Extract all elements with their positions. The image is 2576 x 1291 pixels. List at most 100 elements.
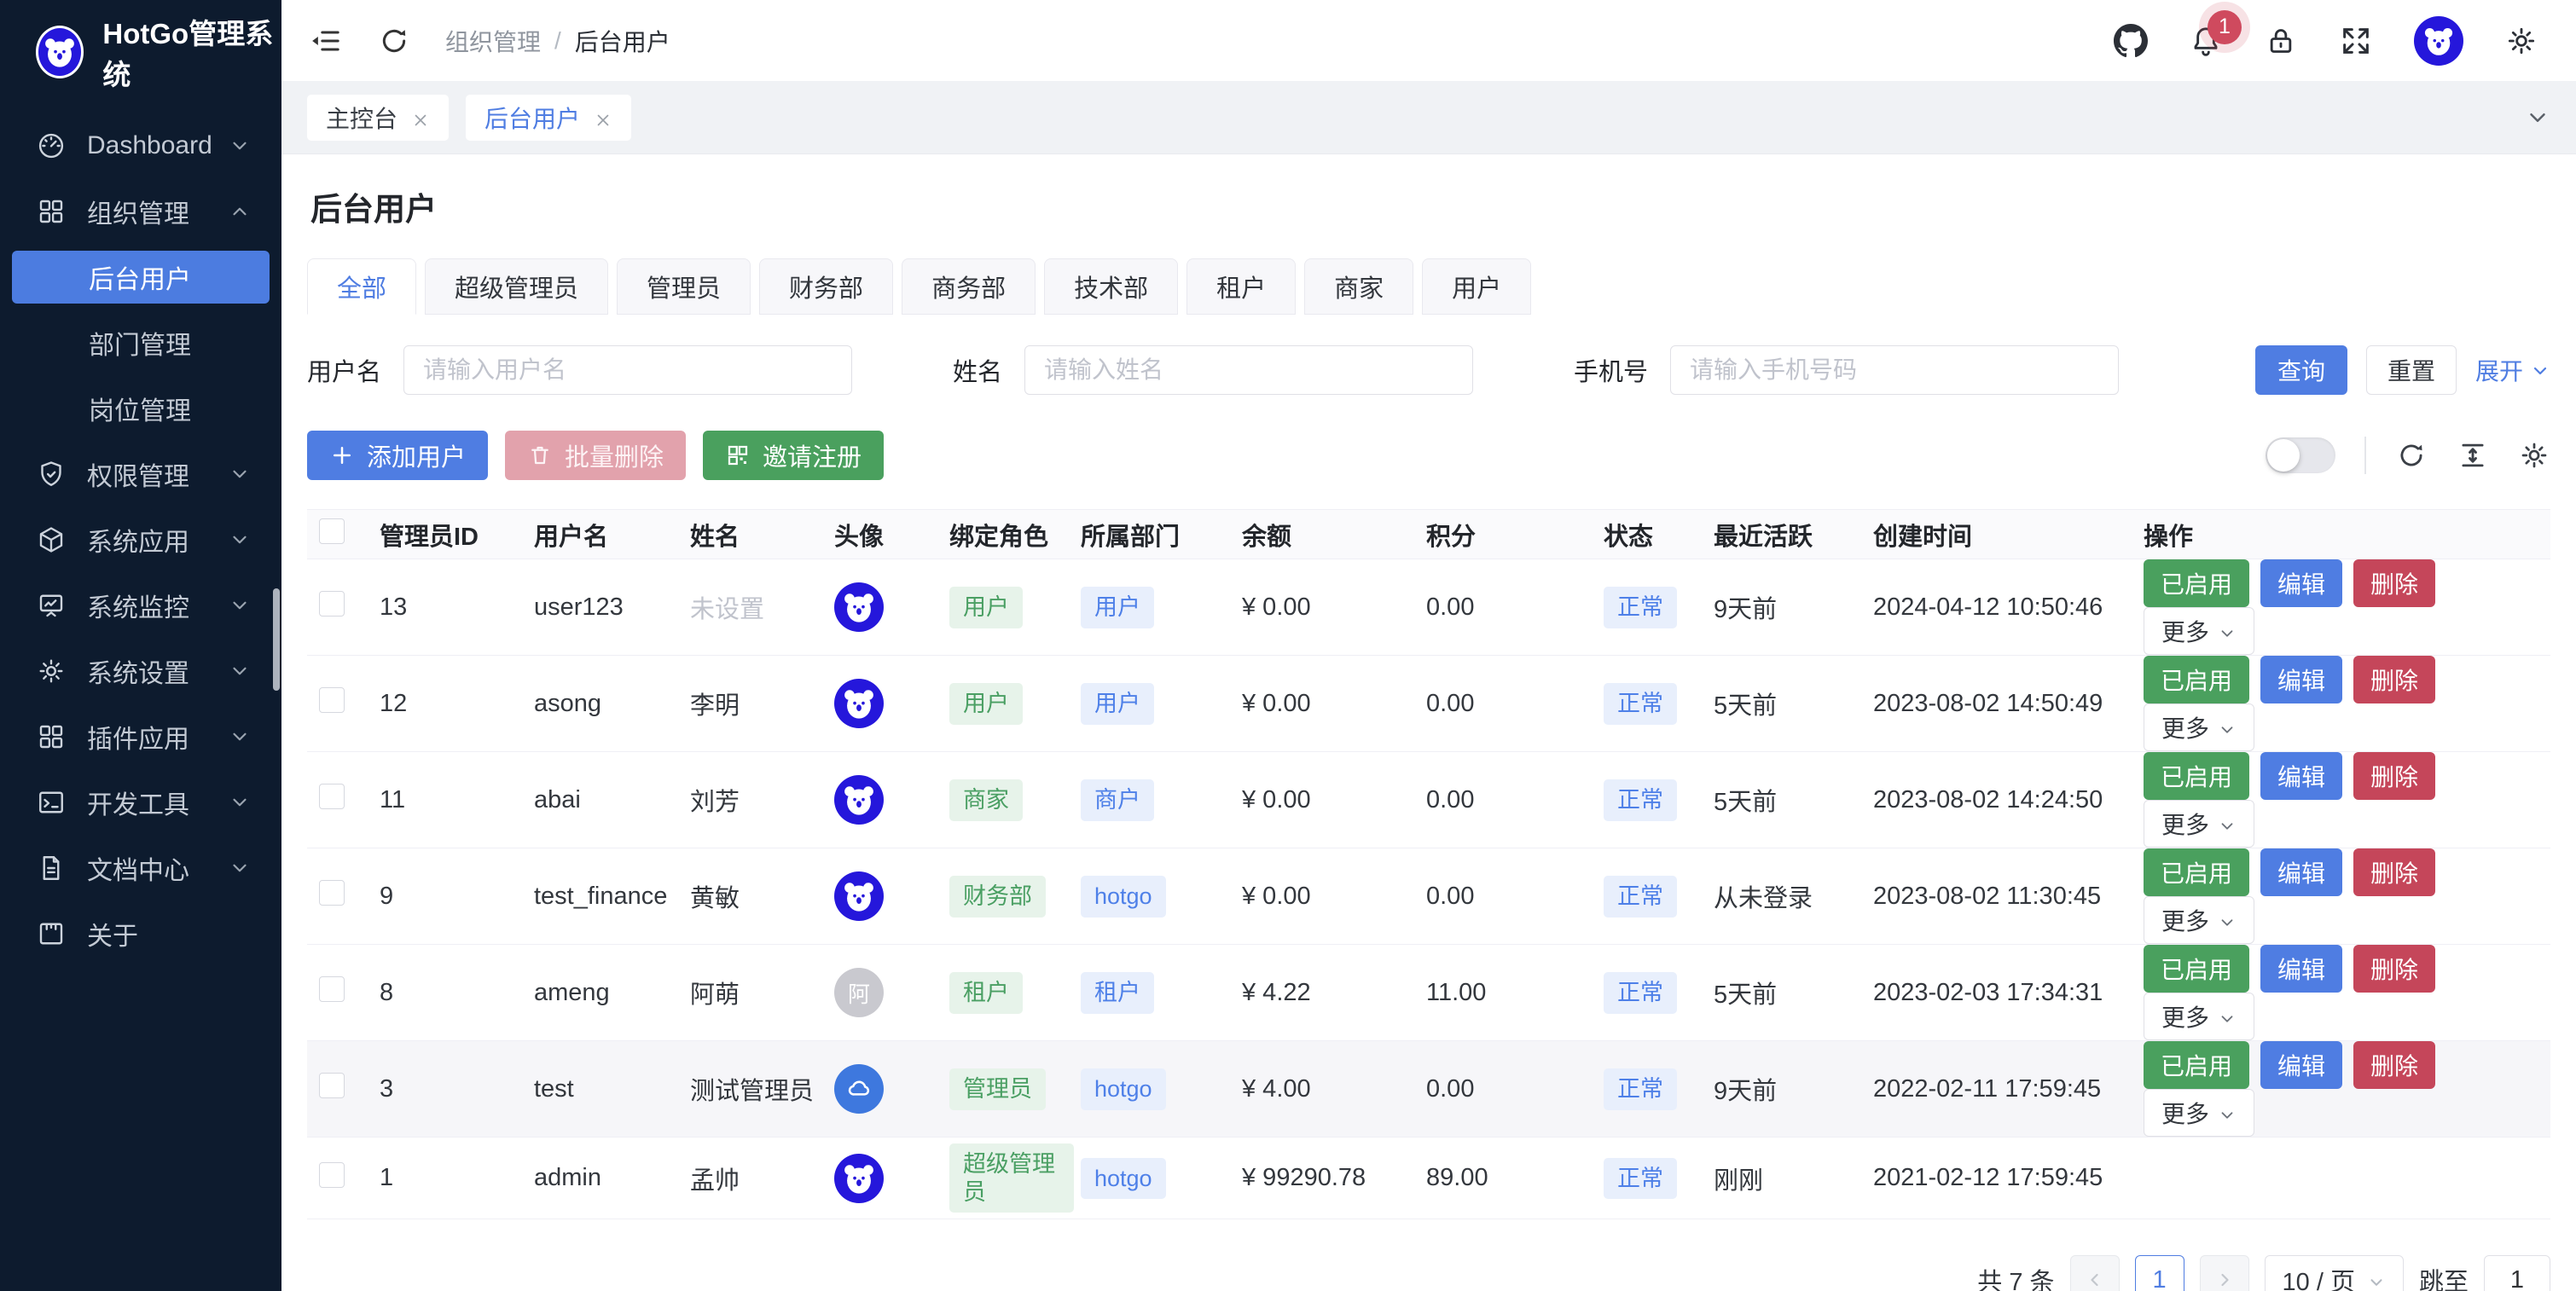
next-page-button[interactable] bbox=[2199, 1255, 2249, 1291]
sidebar-item-系统设置[interactable]: 系统设置 bbox=[12, 645, 270, 698]
cell-username: ameng bbox=[534, 944, 690, 1042]
cell-last-active: 5天前 bbox=[1714, 655, 1873, 753]
sidebar-item-系统应用[interactable]: 系统应用 bbox=[12, 513, 270, 566]
sidebar-subitem-部门管理[interactable]: 部门管理 bbox=[12, 316, 270, 369]
cell-balance: ¥ 0.00 bbox=[1242, 751, 1426, 849]
prev-page-button[interactable] bbox=[2069, 1255, 2120, 1291]
collapse-sidebar-icon[interactable] bbox=[309, 24, 343, 58]
row-checkbox[interactable] bbox=[319, 880, 345, 906]
table-row: 11 abai 刘芳 商家 商户 ¥ 0.00 0.00 正常 5天前 2023-08-02 14… bbox=[307, 751, 2550, 849]
filter-tab-技术部[interactable]: 技术部 bbox=[1044, 258, 1179, 316]
enabled-status-button[interactable]: 已启用 bbox=[2144, 752, 2250, 801]
delete-button[interactable]: 删除 bbox=[2353, 752, 2436, 801]
row-checkbox[interactable] bbox=[319, 591, 345, 617]
filter-tab-全部[interactable]: 全部 bbox=[307, 258, 417, 316]
nav-tab-主控台[interactable]: 主控台 bbox=[307, 94, 450, 141]
jump-label: 跳至 bbox=[2418, 1269, 2469, 1291]
row-density-icon[interactable] bbox=[2457, 439, 2489, 472]
edit-button[interactable]: 编辑 bbox=[2260, 752, 2343, 801]
page-size-select[interactable]: 10 / 页 bbox=[2264, 1255, 2404, 1291]
sidebar-scrollbar[interactable] bbox=[273, 588, 280, 691]
breadcrumb-parent[interactable]: 组织管理 bbox=[445, 28, 542, 55]
filter-tab-超级管理员[interactable]: 超级管理员 bbox=[425, 258, 609, 316]
sidebar-item-开发工具[interactable]: 开发工具 bbox=[12, 776, 270, 829]
delete-button[interactable]: 删除 bbox=[2353, 1041, 2436, 1090]
cell-points: 0.00 bbox=[1426, 1040, 1604, 1138]
search-input-用户名[interactable] bbox=[403, 345, 853, 396]
expand-link[interactable]: 展开 bbox=[2475, 353, 2550, 387]
page-number-button[interactable]: 1 bbox=[2134, 1255, 2184, 1291]
reload-table-icon[interactable] bbox=[2395, 439, 2428, 472]
sidebar-item-系统监控[interactable]: 系统监控 bbox=[12, 579, 270, 632]
row-checkbox[interactable] bbox=[319, 687, 345, 714]
more-button[interactable]: 更多 bbox=[2144, 607, 2255, 656]
enabled-status-button[interactable]: 已启用 bbox=[2144, 945, 2250, 993]
filter-tab-财务部[interactable]: 财务部 bbox=[759, 258, 894, 316]
refresh-page-icon[interactable] bbox=[377, 24, 411, 58]
edit-button[interactable]: 编辑 bbox=[2260, 848, 2343, 897]
github-icon[interactable] bbox=[2114, 23, 2148, 58]
enabled-status-button[interactable]: 已启用 bbox=[2144, 1041, 2250, 1090]
delete-button[interactable]: 删除 bbox=[2353, 656, 2436, 704]
reset-button[interactable]: 重置 bbox=[2365, 345, 2457, 396]
sidebar-item-插件应用[interactable]: 插件应用 bbox=[12, 710, 270, 763]
enabled-status-button[interactable]: 已启用 bbox=[2144, 656, 2250, 704]
search-input-手机号[interactable] bbox=[1670, 345, 2120, 396]
edit-button[interactable]: 编辑 bbox=[2260, 1041, 2343, 1090]
filter-tab-商家[interactable]: 商家 bbox=[1304, 258, 1414, 316]
delete-button[interactable]: 删除 bbox=[2353, 559, 2436, 608]
fullscreen-icon[interactable] bbox=[2339, 24, 2373, 58]
more-button[interactable]: 更多 bbox=[2144, 896, 2255, 945]
column-settings-gear-icon[interactable] bbox=[2518, 439, 2550, 472]
nav-tab-后台用户[interactable]: 后台用户 bbox=[466, 94, 632, 141]
table-row: 1 admin 孟帅 超级管理员 hotgo ¥ 99290.78 89.00 正常 刚刚 202… bbox=[307, 1137, 2550, 1220]
edit-button[interactable]: 编辑 bbox=[2260, 559, 2343, 608]
striped-toggle[interactable] bbox=[2266, 437, 2335, 474]
invite-register-button[interactable]: 邀请注册 bbox=[703, 431, 885, 481]
filter-tab-租户[interactable]: 租户 bbox=[1186, 258, 1297, 316]
select-all-checkbox[interactable] bbox=[319, 518, 345, 544]
notification-bell-icon[interactable]: 1 bbox=[2189, 9, 2242, 58]
sidebar-item-文档中心[interactable]: 文档中心 bbox=[12, 842, 270, 894]
more-button[interactable]: 更多 bbox=[2144, 993, 2255, 1041]
sidebar-item-Dashboard[interactable]: Dashboard bbox=[12, 119, 270, 172]
role-tag: 用户 bbox=[949, 683, 1023, 725]
sidebar-item-权限管理[interactable]: 权限管理 bbox=[12, 448, 270, 501]
sidebar-item-label: 系统设置 bbox=[87, 660, 189, 688]
more-button[interactable]: 更多 bbox=[2144, 800, 2255, 848]
filter-tab-商务部[interactable]: 商务部 bbox=[902, 258, 1036, 316]
lock-screen-icon[interactable] bbox=[2264, 24, 2298, 58]
row-checkbox[interactable] bbox=[319, 1073, 345, 1099]
cell-name: 孟帅 bbox=[690, 1137, 834, 1220]
status-tag: 正常 bbox=[1604, 972, 1677, 1014]
cell-last-active: 5天前 bbox=[1714, 944, 1873, 1042]
settings-gear-icon[interactable] bbox=[2504, 24, 2538, 58]
more-button[interactable]: 更多 bbox=[2144, 703, 2255, 752]
search-input-姓名[interactable] bbox=[1024, 345, 1474, 396]
user-avatar[interactable] bbox=[2414, 15, 2463, 66]
filter-tab-管理员[interactable]: 管理员 bbox=[617, 258, 751, 316]
delete-button[interactable]: 删除 bbox=[2353, 945, 2436, 993]
enabled-status-button[interactable]: 已启用 bbox=[2144, 559, 2250, 608]
sidebar-item-关于[interactable]: 关于 bbox=[12, 907, 270, 960]
edit-button[interactable]: 编辑 bbox=[2260, 656, 2343, 704]
add-user-button[interactable]: 添加用户 bbox=[307, 431, 489, 481]
row-checkbox[interactable] bbox=[319, 976, 345, 1003]
edit-button[interactable]: 编辑 bbox=[2260, 945, 2343, 993]
filter-tab-用户[interactable]: 用户 bbox=[1422, 258, 1532, 316]
jump-page-input[interactable] bbox=[2484, 1255, 2550, 1291]
sidebar-subitem-后台用户[interactable]: 后台用户 bbox=[12, 251, 270, 304]
tabbar-chevron-down-icon[interactable] bbox=[2525, 105, 2550, 130]
query-button[interactable]: 查询 bbox=[2254, 345, 2347, 396]
more-button[interactable]: 更多 bbox=[2144, 1089, 2255, 1138]
sidebar-item-组织管理[interactable]: 组织管理 bbox=[12, 185, 270, 238]
chevron-down-icon bbox=[229, 726, 251, 748]
row-checkbox[interactable] bbox=[319, 1161, 345, 1188]
delete-button[interactable]: 删除 bbox=[2353, 848, 2436, 897]
batch-delete-button[interactable]: 批量删除 bbox=[505, 431, 687, 481]
sidebar-subitem-岗位管理[interactable]: 岗位管理 bbox=[12, 382, 270, 435]
enabled-status-button[interactable]: 已启用 bbox=[2144, 848, 2250, 897]
page-title: 后台用户 bbox=[310, 192, 437, 228]
logo-row[interactable]: HotGo管理系统 bbox=[0, 0, 281, 90]
row-checkbox[interactable] bbox=[319, 784, 345, 810]
